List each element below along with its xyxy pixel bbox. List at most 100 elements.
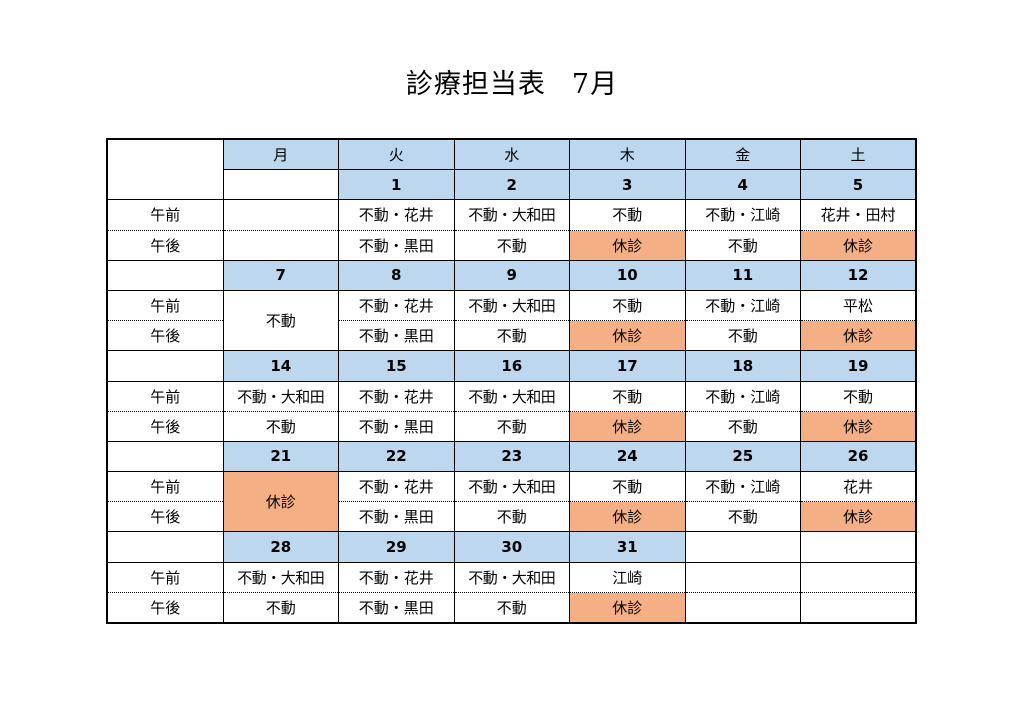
date-row: 21 22 23 24 25 26 — [106, 440, 917, 473]
doctor-cell: 休診 — [569, 229, 686, 261]
doctor-cell: 不動・花井 — [338, 471, 455, 503]
weekday-cell: 水 — [453, 138, 570, 171]
doctor-cell: 不動 — [453, 229, 570, 261]
date-cell: 10 — [569, 259, 686, 291]
am-label: 午前 — [106, 380, 224, 412]
date-cell: 4 — [684, 169, 801, 201]
doctor-cell: 休診 — [800, 320, 917, 352]
doctor-cell — [800, 591, 917, 624]
doctor-cell: 不動・花井 — [338, 561, 455, 593]
doctor-cell: 休診 — [800, 501, 917, 533]
page-title: 診療担当表 7月 — [0, 62, 1024, 101]
am-label: 午前 — [106, 289, 224, 322]
weekday-cell: 木 — [569, 138, 686, 171]
doctor-cell — [684, 591, 801, 624]
doctor-cell: 不動・花井 — [338, 380, 455, 412]
doctor-cell: 不動 — [684, 501, 801, 533]
doctor-cell: 不動 — [453, 410, 570, 442]
weekday-cell: 土 — [800, 138, 917, 171]
doctor-cell: 不動 — [684, 320, 801, 352]
doctor-cell: 不動・大和田 — [453, 380, 570, 412]
pm-row: 午後 不動・黒田 不動 休診 不動 休診 — [106, 229, 917, 261]
doctor-cell: 不動・大和田 — [222, 561, 339, 593]
doctor-cell: 不動・江崎 — [684, 289, 801, 322]
doctor-cell: 不動 — [569, 199, 686, 231]
doctor-cell: 不動・黒田 — [338, 591, 455, 624]
doctor-cell: 不動・大和田 — [453, 471, 570, 503]
doctor-cell — [222, 199, 339, 231]
doctor-cell: 不動 — [453, 501, 570, 533]
am-row: 午前 不動・花井 不動・大和田 不動 不動・江崎 花井・田村 — [106, 199, 917, 231]
doctor-cell: 不動・江崎 — [684, 471, 801, 503]
am-label: 午前 — [106, 199, 224, 231]
date-cell: 2 — [453, 169, 570, 201]
doctor-cell: 不動 — [569, 471, 686, 503]
date-cell: 30 — [453, 531, 570, 563]
pm-row: 午後 不動・黒田 不動 休診 不動 休診 — [106, 501, 917, 533]
date-row: 14 15 16 17 18 19 — [106, 350, 917, 382]
doctor-cell-merged: 不動 — [222, 289, 339, 352]
date-row: 28 29 30 31 — [106, 531, 917, 563]
doctor-cell: 不動 — [684, 229, 801, 261]
date-cell: 8 — [338, 259, 455, 291]
date-cell: 26 — [800, 440, 917, 473]
doctor-cell: 不動・黒田 — [338, 229, 455, 261]
date-cell: 23 — [453, 440, 570, 473]
doctor-cell: 不動・江崎 — [684, 199, 801, 231]
am-label: 午前 — [106, 471, 224, 503]
date-cell: 25 — [684, 440, 801, 473]
doctor-cell: 休診 — [569, 501, 686, 533]
date-cell — [800, 531, 917, 563]
doctor-cell: 不動・黒田 — [338, 320, 455, 352]
doctor-cell: 休診 — [569, 410, 686, 442]
doctor-cell: 不動 — [222, 591, 339, 624]
doctor-cell: 花井・田村 — [800, 199, 917, 231]
am-row: 午前 不動・大和田 不動・花井 不動・大和田 江崎 — [106, 561, 917, 593]
am-row: 午前 不動・大和田 不動・花井 不動・大和田 不動 不動・江崎 不動 — [106, 380, 917, 412]
date-cell: 28 — [222, 531, 339, 563]
doctor-cell: 不動 — [453, 591, 570, 624]
pm-row: 午後 不動 不動・黒田 不動 休診 — [106, 591, 917, 624]
date-cell: 14 — [222, 350, 339, 382]
date-cell: 12 — [800, 259, 917, 291]
doctor-cell: 不動・花井 — [338, 289, 455, 322]
pm-label: 午後 — [106, 229, 224, 261]
pm-label: 午後 — [106, 501, 224, 533]
pm-row: 午後 不動 不動・黒田 不動 休診 不動 休診 — [106, 410, 917, 442]
doctor-cell: 休診 — [800, 410, 917, 442]
weekday-cell: 火 — [338, 138, 455, 171]
weekday-cell: 月 — [222, 138, 339, 171]
date-row-label — [106, 259, 224, 291]
date-cell — [684, 531, 801, 563]
date-cell: 17 — [569, 350, 686, 382]
date-cell: 1 — [338, 169, 455, 201]
date-cell: 11 — [684, 259, 801, 291]
doctor-cell: 不動 — [222, 410, 339, 442]
am-row: 午前 不動 不動・花井 不動・大和田 不動 不動・江崎 平松 — [106, 289, 917, 352]
pm-label: 午後 — [106, 410, 224, 442]
doctor-cell: 平松 — [800, 289, 917, 322]
doctor-cell — [800, 561, 917, 593]
pm-label: 午後 — [106, 320, 224, 352]
date-cell: 7 — [222, 259, 339, 291]
doctor-cell: 不動 — [684, 410, 801, 442]
doctor-cell: 不動 — [569, 380, 686, 412]
date-cell — [222, 169, 339, 201]
date-cell: 9 — [453, 259, 570, 291]
doctor-cell — [222, 229, 339, 261]
weekday-header-row: 月火水木金土 — [106, 138, 917, 201]
weekday-cell: 金 — [684, 138, 801, 171]
doctor-cell-merged: 休診 — [222, 471, 339, 533]
doctor-cell: 不動・江崎 — [684, 380, 801, 412]
date-cell: 21 — [222, 440, 339, 473]
doctor-cell: 休診 — [569, 591, 686, 624]
pm-label: 午後 — [106, 591, 224, 624]
doctor-cell: 不動・黒田 — [338, 410, 455, 442]
doctor-cell: 不動・大和田 — [453, 199, 570, 231]
date-row: 7 8 9 10 11 12 — [106, 259, 917, 291]
date-cell: 31 — [569, 531, 686, 563]
date-row-label — [106, 531, 224, 563]
doctor-cell: 休診 — [569, 320, 686, 352]
doctor-cell: 不動 — [800, 380, 917, 412]
date-cell: 29 — [338, 531, 455, 563]
